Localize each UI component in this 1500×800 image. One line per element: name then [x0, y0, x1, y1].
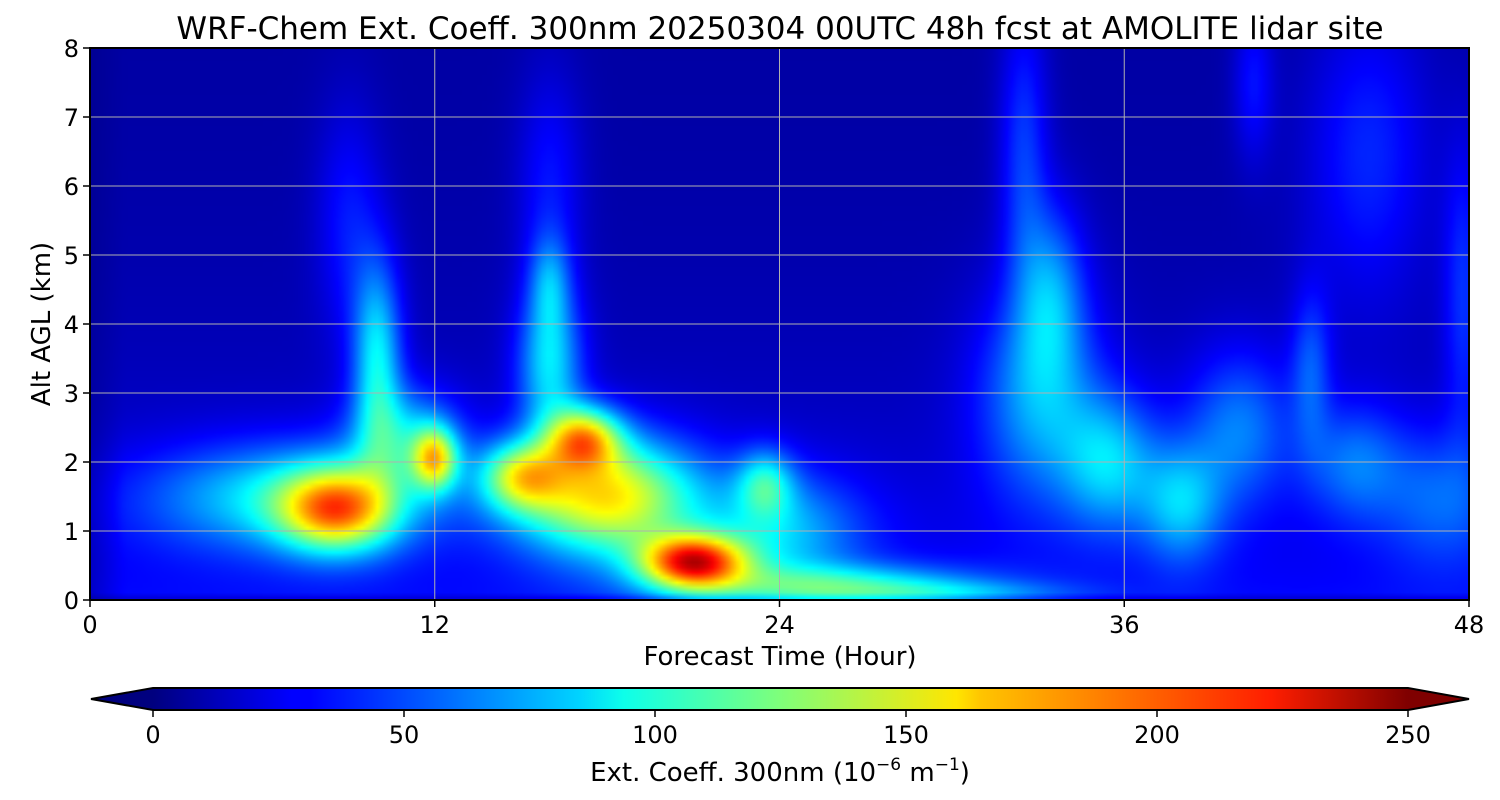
x-tick-label: 24	[764, 611, 795, 639]
y-tick-label: 2	[64, 449, 79, 477]
y-axis-label: Alt AGL (km)	[27, 242, 57, 406]
colorbar-label-exp1: −6	[876, 755, 901, 775]
x-axis: 0 12 24 36 48	[82, 600, 1484, 639]
colorbar-tick-label: 50	[389, 721, 420, 749]
colorbar-tick-label: 0	[145, 721, 160, 749]
colorbar-tick-label: 150	[883, 721, 929, 749]
y-tick-label: 4	[64, 311, 79, 339]
x-tick-label: 36	[1109, 611, 1140, 639]
y-axis: 0 1 2 3 4 5 6 7 8	[64, 35, 90, 615]
colorbar-label-mid: m	[901, 758, 935, 788]
y-tick-label: 6	[64, 173, 79, 201]
y-tick-label: 3	[64, 380, 79, 408]
colorbar-label: Ext. Coeff. 300nm (10−6 m−1)	[590, 755, 970, 788]
x-axis-label: Forecast Time (Hour)	[643, 642, 916, 672]
x-tick-label: 48	[1454, 611, 1485, 639]
y-tick-label: 1	[64, 518, 79, 546]
x-tick-label: 0	[82, 611, 97, 639]
chart-title: WRF-Chem Ext. Coeff. 300nm 20250304 00UT…	[176, 11, 1383, 47]
colorbar-gradient	[153, 688, 1408, 710]
y-tick-label: 8	[64, 35, 79, 63]
x-tick-label: 12	[419, 611, 450, 639]
colorbar-tick-label: 250	[1385, 721, 1431, 749]
colorbar-extend-low	[91, 688, 153, 710]
y-tick-label: 5	[64, 242, 79, 270]
y-tick-label: 7	[64, 104, 79, 132]
colorbar-extend-high	[1408, 688, 1469, 710]
colorbar-label-exp2: −1	[935, 755, 960, 775]
colorbar-ticks: 0 50 100 150 200 250	[145, 710, 1431, 749]
colorbar-tick-label: 100	[632, 721, 678, 749]
colorbar-tick-label: 200	[1134, 721, 1180, 749]
grid-lines	[90, 48, 1469, 600]
colorbar-label-end: )	[960, 758, 970, 788]
colorbar: 0 50 100 150 200 250 Ext. Coeff. 300nm (10−6 …	[90, 687, 1470, 788]
colorbar-label-main: Ext. Coeff. 300nm (10	[590, 758, 876, 788]
y-tick-label: 0	[64, 587, 79, 615]
